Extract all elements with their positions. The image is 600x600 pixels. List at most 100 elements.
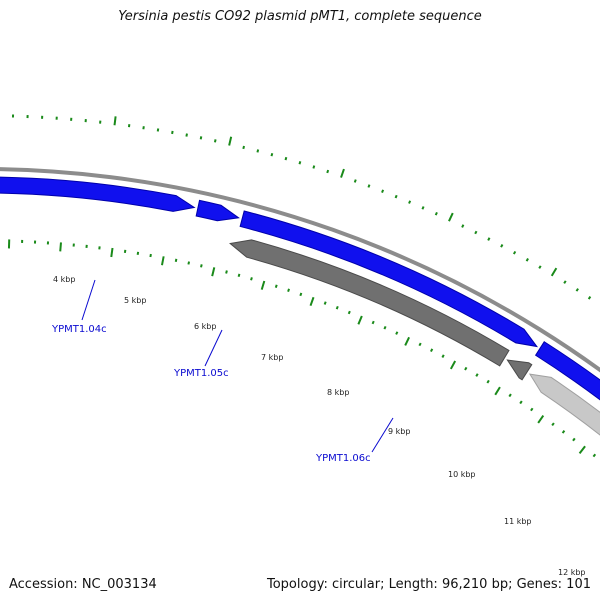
outer-tick-mark (298, 161, 302, 165)
outer-tick-mark (171, 130, 174, 135)
scale-label: 11 kbp (504, 517, 532, 526)
inner-tick-mark (418, 342, 422, 347)
outer-tick-mark (587, 295, 592, 300)
outer-tick-mark (394, 194, 398, 199)
inner-tick-mark (371, 320, 375, 325)
inner-tick-mark (508, 393, 512, 398)
outer-tick-mark (367, 184, 371, 188)
inner-tick-mark (537, 414, 545, 424)
inner-tick-mark (59, 242, 62, 252)
scale-label: 5 kbp (124, 296, 146, 305)
forward-gene-arrow (195, 199, 240, 222)
inner-tick-mark (211, 267, 216, 277)
reverse-gene-arrow (506, 359, 533, 381)
inner-tick-mark (530, 407, 534, 412)
outer-tick-mark (563, 280, 567, 284)
inner-tick-mark (160, 256, 165, 266)
outer-tick-mark (213, 139, 217, 143)
inner-tick-mark (200, 264, 203, 268)
outer-tick-mark (381, 189, 385, 193)
outer-tick-mark (326, 169, 330, 174)
outer-tick-mark (434, 211, 438, 216)
gene-label-leader (81, 279, 96, 321)
inner-tick-mark (250, 277, 253, 281)
gene-label: YPMT1.04c (51, 324, 107, 335)
inner-tick-mark (260, 280, 266, 290)
outer-tick-mark (228, 136, 233, 146)
outer-tick-mark (113, 116, 117, 126)
inner-tick-mark (395, 331, 399, 335)
outer-tick-mark (270, 152, 274, 157)
inner-tick-mark (475, 373, 479, 377)
forward-gene-arrow (0, 176, 196, 212)
inner-tick-mark (441, 354, 445, 359)
outer-tick-mark (353, 179, 357, 183)
gene-label: YPMT1.05c (173, 368, 229, 379)
gene-track (0, 176, 600, 436)
inner-tick-mark (578, 445, 586, 454)
inner-tick-mark (383, 325, 387, 330)
map-title: Yersinia pestis CO92 plasmid pMT1, compl… (118, 9, 482, 24)
inner-tick-mark (519, 400, 523, 405)
gene-label: YPMT1.06c (315, 453, 371, 464)
inner-tick-mark (430, 348, 434, 352)
outer-tick-mark (312, 165, 316, 169)
outer-tick-mark (242, 145, 245, 150)
reverse-gene-arrow (528, 373, 600, 436)
outer-tick-mark (256, 149, 260, 153)
outer-tick-mark (550, 267, 558, 277)
inner-tick-track (7, 239, 597, 458)
accession-label: Accession: NC_003134 (9, 577, 157, 592)
inner-tick-mark (237, 273, 241, 278)
outer-tick-mark (408, 200, 412, 204)
outer-tick-mark (199, 136, 203, 140)
inner-tick-mark (357, 315, 363, 325)
outer-tick-mark (538, 265, 542, 269)
inner-tick-mark (287, 288, 290, 292)
scale-label: 7 kbp (261, 353, 283, 362)
inner-tick-mark (299, 292, 303, 297)
inner-tick-mark (274, 284, 278, 288)
inner-tick-mark (149, 253, 152, 258)
outer-tick-mark (474, 230, 478, 235)
inner-tick-mark (347, 310, 351, 315)
inner-tick-mark (309, 296, 315, 307)
scale-label: 10 kbp (448, 470, 476, 479)
summary-label: Topology: circular; Length: 96,210 bp; G… (266, 577, 591, 592)
inner-tick-mark (335, 305, 339, 310)
inner-tick-mark (572, 437, 576, 442)
outer-tick-mark (448, 212, 454, 222)
scale-label: 4 kbp (53, 275, 75, 284)
inner-tick-mark (551, 422, 555, 427)
backbone-circle (0, 167, 600, 373)
scale-label: 8 kbp (327, 388, 349, 397)
scale-labels: 4 kbp 5 kbp 6 kbp 7 kbp 8 kbp 9 kbp 10 kbp 11 k… (53, 275, 586, 577)
reverse-gene-arrow (229, 239, 510, 367)
outer-tick-mark (575, 288, 579, 292)
gene-callouts: YPMT1.04c YPMT1.05c YPMT1.06c (51, 279, 394, 464)
scale-label: 6 kbp (194, 322, 216, 331)
gene-label-leader (204, 329, 223, 367)
scale-label: 9 kbp (388, 427, 410, 436)
inner-tick-mark (494, 386, 501, 396)
inner-tick-mark (449, 360, 457, 370)
outer-tick-mark (512, 250, 517, 255)
outer-tick-mark (487, 237, 491, 241)
inner-tick-mark (225, 270, 228, 274)
inner-tick-mark (187, 261, 191, 265)
outer-tick-track (11, 114, 600, 307)
forward-gene-arrow (534, 341, 600, 401)
outer-tick-mark (525, 258, 529, 262)
inner-tick-mark (323, 301, 327, 305)
inner-tick-mark (110, 247, 114, 258)
inner-tick-mark (464, 366, 468, 371)
inner-tick-mark (404, 336, 411, 346)
gene-label-leader (371, 417, 394, 453)
outer-tick-mark (340, 168, 345, 178)
inner-tick-mark (486, 379, 490, 384)
inner-tick-mark (592, 453, 597, 458)
scale-label: 12 kbp (558, 568, 586, 577)
outer-tick-mark (461, 224, 465, 228)
outer-tick-mark (284, 156, 288, 161)
